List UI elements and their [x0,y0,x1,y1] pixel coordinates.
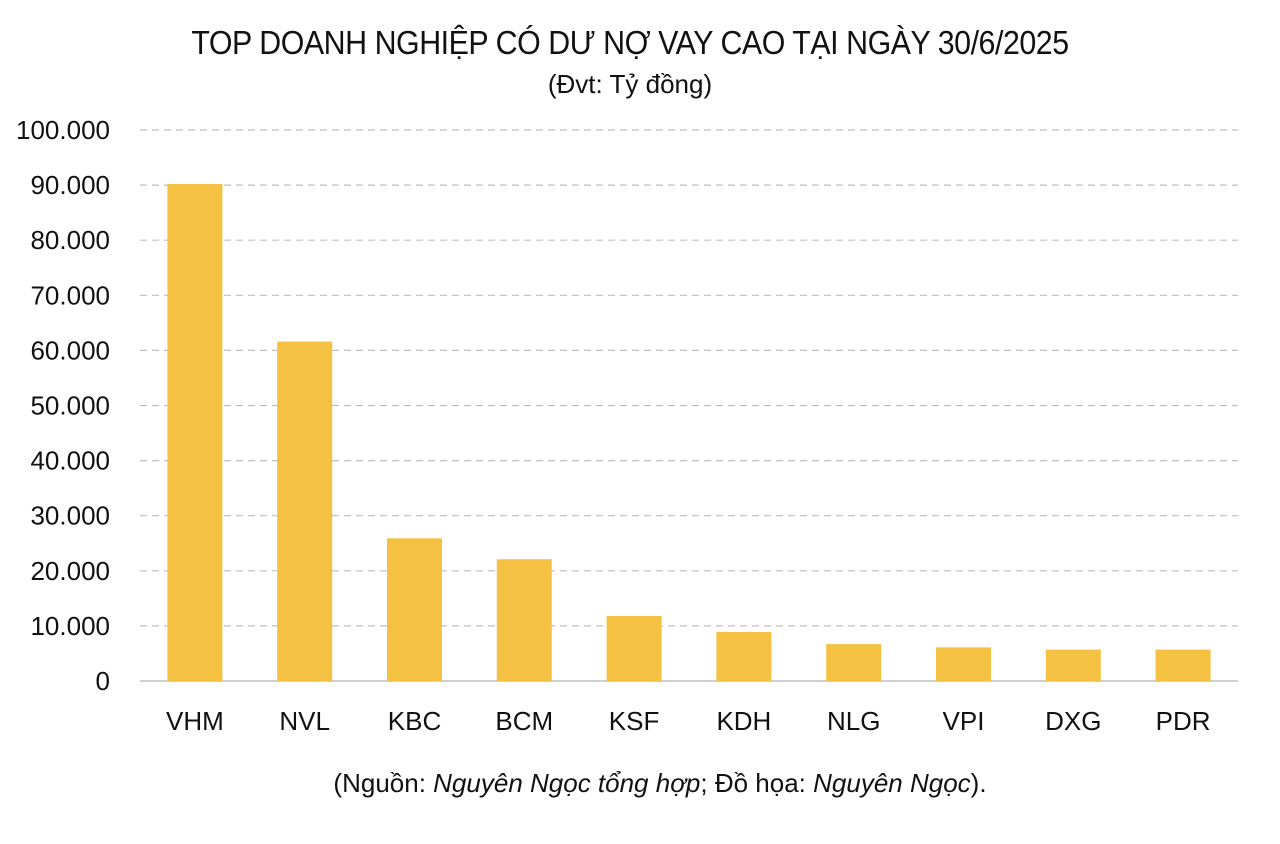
bar-pdr [1155,649,1211,681]
bar-kdh [716,631,772,681]
bar-nlg [826,644,882,681]
x-tick-label: PDR [1156,706,1211,736]
y-tick-label: 10.000 [30,611,110,641]
y-tick-label: 40.000 [30,446,110,476]
footnote-close: ). [970,768,987,798]
bar-ksf [606,615,662,681]
x-tick-label: VHM [166,706,224,736]
bar-vhm [167,183,223,682]
chart-title: TOP DOANH NGHIỆP CÓ DƯ NỢ VAY CAO TẠI NG… [191,24,1069,61]
bar-bcm [496,559,552,681]
x-tick-label: KBC [388,706,441,736]
bar-nvl [277,341,333,681]
chart-subtitle: (Đvt: Tỷ đồng) [547,69,713,99]
y-tick-label: 70.000 [30,280,110,310]
bar-dxg [1045,649,1101,681]
x-tick-label: NLG [827,706,880,736]
source-footnote: (Nguồn: Nguyên Ngọc tổng hợp; Đồ họa: Ng… [0,768,1280,799]
y-tick-label: 20.000 [30,556,110,586]
y-tick-label: 0 [96,666,110,696]
bar-vpi [936,647,991,681]
x-tick-label: BCM [495,706,553,736]
x-tick-label: KDH [716,706,771,736]
y-tick-label: 60.000 [30,335,110,365]
bar-chart: 0 10.000 20.000 30.000 40.000 50.000 60.000 70.… [16,115,1238,736]
y-tick-label: 90.000 [30,170,110,200]
y-tick-label: 80.000 [30,225,110,255]
x-tick-label: VPI [943,706,985,736]
x-axis-ticks: VHM NVL KBC BCM KSF KDH NLG VPI DXG PDR [166,706,1211,736]
footnote-source: Nguyên Ngọc tổng hợp [433,768,701,798]
x-tick-label: DXG [1045,706,1101,736]
bars [167,183,1211,682]
footnote-open: (Nguồn: [333,768,434,798]
x-tick-label: NVL [279,706,330,736]
footnote-mid: ; Đồ họa: [700,768,814,798]
x-tick-label: KSF [609,706,660,736]
footnote-designer: Nguyên Ngọc [813,768,971,798]
y-axis-ticks: 0 10.000 20.000 30.000 40.000 50.000 60.000 70.… [16,115,110,696]
y-tick-label: 30.000 [30,501,110,531]
bar-kbc [387,538,442,681]
y-tick-label: 100.000 [16,115,110,145]
y-tick-label: 50.000 [30,391,110,421]
